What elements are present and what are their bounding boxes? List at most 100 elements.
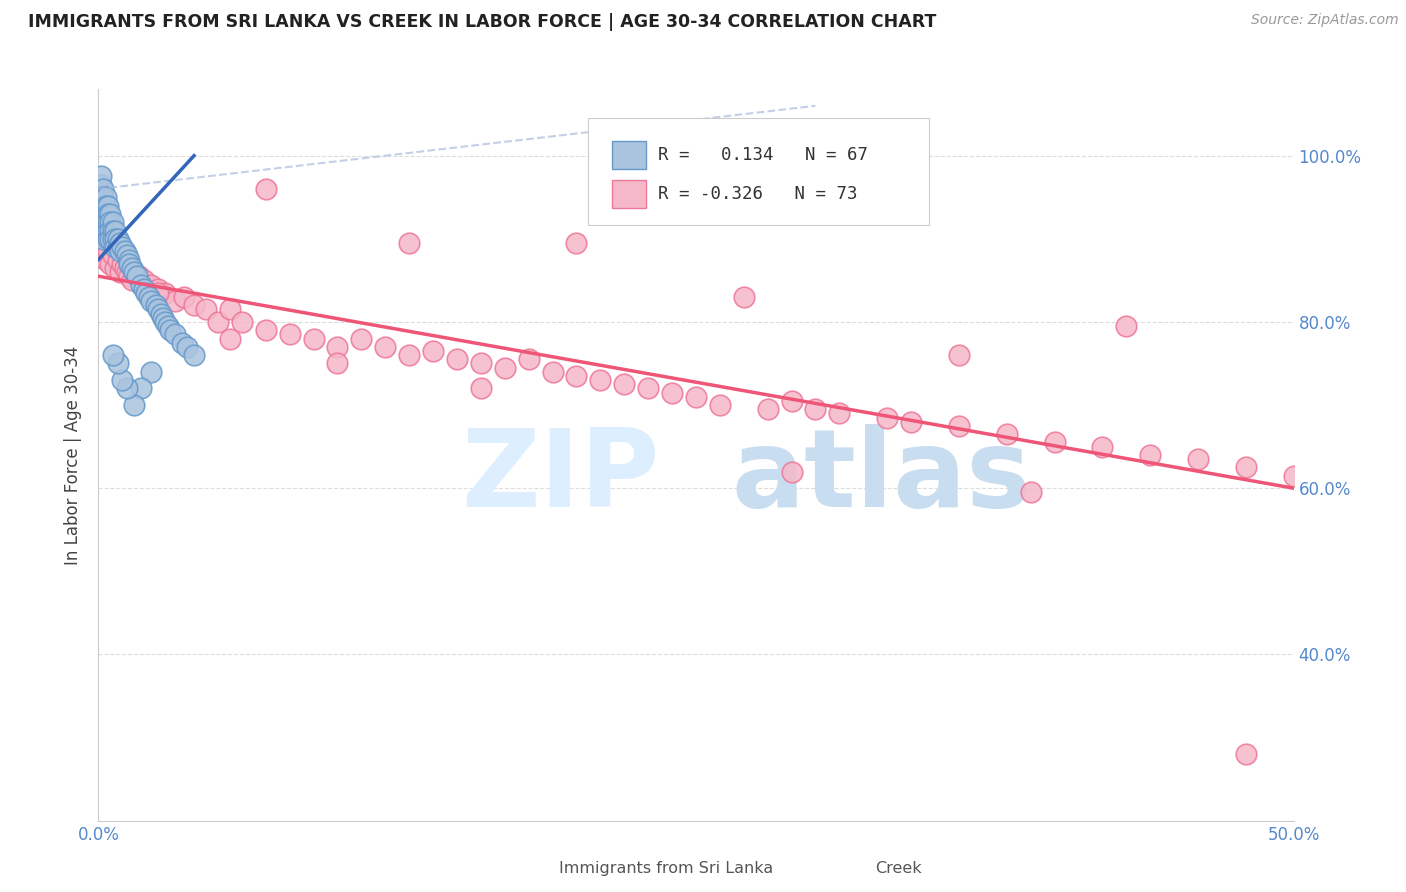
Point (517, 352, 540, 367)
Point (541, 365, 564, 379)
Point (90, 169, 112, 184)
Point (91, 232, 114, 246)
Point (995, 427, 1018, 442)
Point (138, 290, 160, 304)
Point (115, 248, 138, 262)
Point (183, 348, 205, 362)
Point (1234, 460, 1257, 475)
Point (98, 223, 122, 237)
Point (104, 223, 127, 237)
Point (733, 290, 755, 304)
Point (104, 240, 127, 254)
Point (91, 223, 114, 237)
Point (115, 381, 138, 395)
Point (125, 269, 148, 284)
Point (101, 215, 124, 229)
Point (91, 182, 114, 196)
Point (589, 373, 612, 387)
Point (1019, 485, 1042, 500)
Text: Source: ZipAtlas.com: Source: ZipAtlas.com (1251, 13, 1399, 28)
Point (207, 315, 229, 329)
Point (194, 302, 218, 317)
Y-axis label: In Labor Force | Age 30-34: In Labor Force | Age 30-34 (65, 345, 83, 565)
Text: ZIP: ZIP (461, 424, 661, 530)
Point (374, 340, 396, 354)
FancyBboxPatch shape (588, 119, 929, 225)
Point (101, 232, 124, 246)
Point (159, 323, 181, 337)
Point (155, 315, 177, 329)
Point (565, 235, 588, 250)
Point (1282, 468, 1305, 483)
Point (121, 260, 143, 275)
Point (114, 260, 136, 275)
Point (115, 265, 138, 279)
Point (637, 381, 659, 395)
Point (94, 190, 117, 204)
Point (876, 410, 898, 425)
Point (278, 327, 301, 342)
Text: atlas: atlas (733, 424, 1032, 530)
Point (804, 402, 827, 417)
Point (148, 302, 170, 317)
Point (101, 248, 124, 262)
Point (98, 257, 122, 271)
Point (91, 207, 114, 221)
Point (139, 294, 162, 309)
Point (145, 298, 167, 312)
Point (152, 310, 174, 325)
Bar (613, 180, 645, 208)
Point (398, 348, 420, 362)
Point (131, 277, 153, 292)
Point (780, 465, 803, 479)
Point (97, 232, 120, 246)
Point (613, 377, 636, 392)
Point (231, 315, 253, 329)
Point (94, 207, 117, 221)
Point (1187, 452, 1209, 467)
Bar (613, 141, 645, 169)
Point (97, 207, 120, 221)
Point (124, 265, 146, 279)
Point (97, 198, 120, 212)
Point (1234, 747, 1257, 761)
Point (98, 232, 122, 246)
Point (94, 223, 117, 237)
Point (183, 298, 205, 312)
Point (1115, 319, 1137, 334)
Point (101, 223, 124, 237)
Point (91, 248, 114, 262)
Point (97, 215, 120, 229)
Point (101, 348, 124, 362)
Point (163, 327, 186, 342)
Point (948, 348, 970, 362)
Point (90, 194, 112, 209)
Point (1091, 440, 1114, 454)
Point (124, 398, 146, 412)
Point (470, 357, 492, 371)
Point (149, 307, 172, 321)
Point (91, 190, 114, 204)
Point (709, 398, 731, 412)
Point (94, 252, 117, 267)
Point (128, 269, 150, 284)
Point (91, 215, 114, 229)
Point (97, 244, 120, 259)
Point (104, 260, 127, 275)
Point (107, 240, 129, 254)
Point (131, 381, 153, 395)
Point (118, 257, 141, 271)
Point (97, 223, 120, 237)
Point (422, 344, 444, 359)
Text: Immigrants from Sri Lanka: Immigrants from Sri Lanka (558, 861, 773, 876)
Point (104, 232, 127, 246)
Point (302, 332, 325, 346)
Text: R =   0.134   N = 67: R = 0.134 N = 67 (658, 146, 868, 164)
Point (219, 302, 242, 317)
Point (90, 190, 112, 204)
Point (124, 265, 146, 279)
Point (111, 373, 134, 387)
Point (90, 186, 112, 200)
Point (132, 282, 155, 296)
Point (108, 265, 131, 279)
